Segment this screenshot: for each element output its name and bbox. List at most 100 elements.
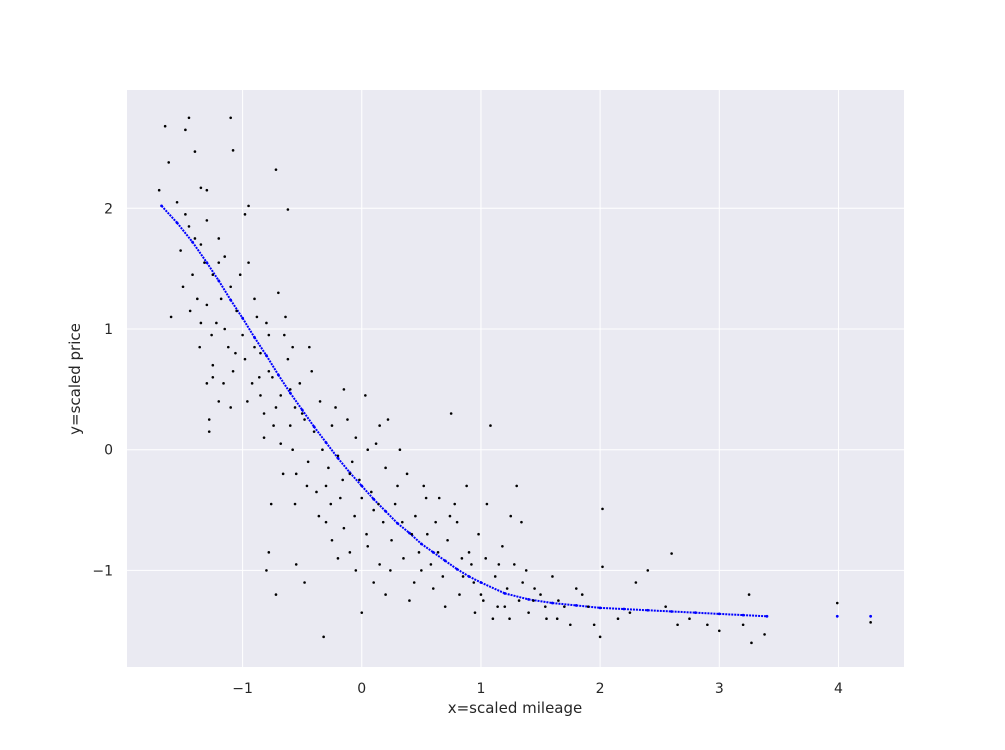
data-point (271, 375, 274, 379)
data-point (393, 502, 397, 506)
data-point (543, 605, 547, 608)
data-point (449, 412, 453, 415)
data-point (396, 484, 399, 488)
data-point (520, 520, 523, 524)
fit-line-segment (552, 602, 577, 607)
data-point (199, 186, 203, 190)
fit-line-segment (191, 241, 208, 264)
data-point (455, 520, 459, 524)
data-point (491, 617, 495, 621)
data-point (294, 563, 298, 566)
data-point (336, 557, 340, 560)
data-point (341, 478, 345, 482)
data-point (436, 551, 440, 554)
data-point (429, 563, 433, 566)
data-point (408, 599, 411, 602)
data-point (473, 611, 477, 614)
data-point (312, 430, 316, 433)
data-point (205, 382, 209, 385)
data-point (482, 599, 485, 602)
data-point (196, 297, 199, 301)
fit-line-segment (313, 426, 327, 444)
data-point (350, 460, 354, 464)
data-point (222, 382, 225, 385)
fit-line-segment (504, 592, 529, 601)
data-point (250, 382, 254, 385)
data-point (315, 490, 318, 494)
x-axis-label: x=scaled mileage (448, 699, 583, 717)
data-point (300, 412, 304, 415)
y-tick-label: 1 (104, 322, 113, 338)
data-point (235, 309, 238, 313)
data-point (293, 502, 297, 506)
data-point (400, 520, 404, 524)
data-point (211, 363, 215, 367)
fit-line-segment (600, 606, 624, 611)
data-point (412, 581, 416, 584)
data-point (305, 484, 309, 488)
y-axis-label: y=scaled price (66, 323, 84, 435)
data-point (569, 623, 572, 627)
data-point (163, 124, 167, 128)
data-point (646, 569, 650, 572)
data-point (288, 388, 292, 391)
data-point (308, 345, 311, 349)
data-point (424, 496, 428, 500)
data-point (303, 418, 306, 421)
data-point (274, 406, 278, 409)
data-point (417, 551, 421, 554)
data-point (763, 633, 766, 636)
data-point (330, 424, 334, 427)
data-point (265, 321, 268, 325)
x-tick-label: 0 (357, 681, 366, 697)
data-point (670, 552, 673, 555)
data-point (524, 569, 528, 572)
data-point (384, 593, 387, 596)
data-point (330, 538, 334, 542)
data-point (389, 569, 392, 572)
data-point (286, 208, 290, 211)
data-point (215, 321, 218, 325)
data-point (223, 327, 227, 331)
data-point (551, 575, 554, 578)
data-point (437, 496, 441, 500)
x-tick-label: 3 (715, 681, 724, 697)
data-point (203, 261, 206, 264)
data-point (378, 563, 381, 566)
data-point (184, 213, 187, 216)
data-point (317, 514, 321, 518)
data-point (247, 261, 250, 264)
data-point (453, 502, 457, 506)
fit-line-segment (253, 336, 268, 357)
data-point (441, 575, 445, 578)
data-point (267, 333, 271, 337)
data-point (246, 400, 249, 403)
data-point (184, 128, 187, 132)
data-point (291, 448, 294, 452)
data-point (259, 394, 262, 397)
fit-line-segment (444, 559, 458, 571)
data-point (283, 333, 286, 337)
fit-series (160, 204, 873, 618)
data-point (223, 255, 227, 258)
data-point (517, 599, 521, 602)
data-point (508, 617, 511, 621)
data-point (545, 617, 548, 621)
data-point (458, 593, 461, 596)
data-point (434, 520, 437, 524)
data-point (414, 514, 417, 518)
data-point (515, 484, 518, 488)
data-point (269, 502, 273, 506)
fit-line-segment (217, 280, 232, 301)
data-point (279, 394, 283, 397)
y-tick-label: −1 (92, 563, 113, 579)
data-point (366, 448, 370, 452)
fit-line-segment (277, 374, 292, 394)
fit-line-segment (160, 205, 178, 224)
data-point (207, 418, 211, 421)
data-point (234, 351, 237, 355)
data-point (175, 200, 179, 204)
data-point (253, 297, 256, 301)
fit-line-segment (480, 581, 506, 595)
data-point (539, 593, 542, 596)
